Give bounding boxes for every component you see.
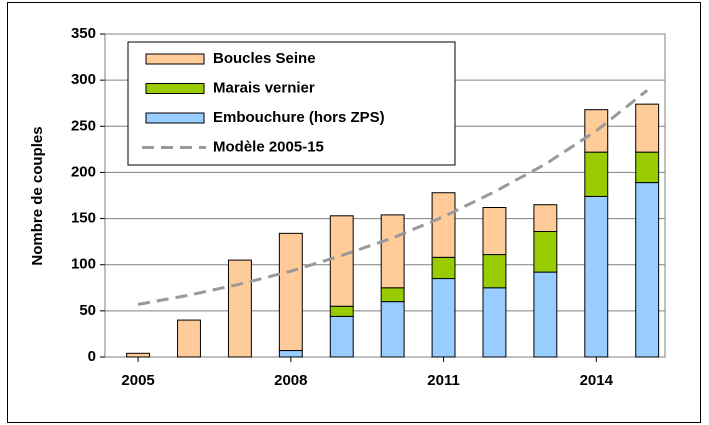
x-tick-label: 2011	[427, 372, 460, 389]
bar-segment	[431, 278, 456, 358]
bar-segment	[635, 151, 660, 184]
model-line	[137, 89, 649, 306]
legend-label: Boucles Seine	[213, 50, 316, 67]
y-tick-label: 200	[71, 163, 96, 180]
y-tick-label: 100	[71, 256, 96, 273]
bar-segment	[329, 305, 354, 317]
bar-segment	[584, 151, 609, 197]
x-tick-label: 2008	[274, 372, 307, 389]
legend-swatch	[145, 83, 205, 94]
bar-segment	[482, 206, 507, 256]
bar-segment	[329, 215, 354, 307]
bar-segment	[533, 204, 558, 232]
bar-segment	[635, 103, 660, 153]
y-tick-label: 50	[79, 302, 96, 319]
bar-segment	[431, 192, 456, 258]
x-tick-label: 2005	[121, 372, 154, 389]
bar-segment	[482, 254, 507, 289]
bar-segment	[482, 287, 507, 358]
bar-segment	[278, 232, 303, 352]
bar-segment	[380, 301, 405, 358]
y-axis-label: Nombre de couples	[29, 126, 46, 265]
y-tick-label: 150	[71, 210, 96, 227]
legend-label: Modèle 2005-15	[213, 138, 324, 155]
bar-segment	[177, 319, 201, 358]
bar-segment	[329, 315, 354, 358]
bar-segment	[635, 182, 660, 358]
bar-segment	[584, 195, 609, 358]
bar-segment	[533, 271, 558, 358]
bar-segment	[380, 287, 405, 303]
y-tick-label: 0	[88, 348, 96, 365]
bar-segment	[227, 259, 252, 358]
legend-label: Marais vernier	[213, 79, 315, 96]
y-tick-label: 250	[71, 117, 96, 134]
legend-swatch	[145, 53, 205, 65]
legend-swatch	[145, 112, 205, 124]
x-tick-label: 2014	[580, 372, 614, 389]
bar-segment	[278, 350, 303, 358]
y-tick-label: 350	[71, 25, 96, 42]
legend-label: Embouchure (hors ZPS)	[213, 109, 385, 126]
y-tick-label: 300	[71, 71, 96, 88]
bar-segment	[533, 230, 558, 273]
bar-segment	[126, 352, 151, 358]
bar-segment	[380, 214, 405, 289]
bar-segment	[431, 256, 456, 280]
